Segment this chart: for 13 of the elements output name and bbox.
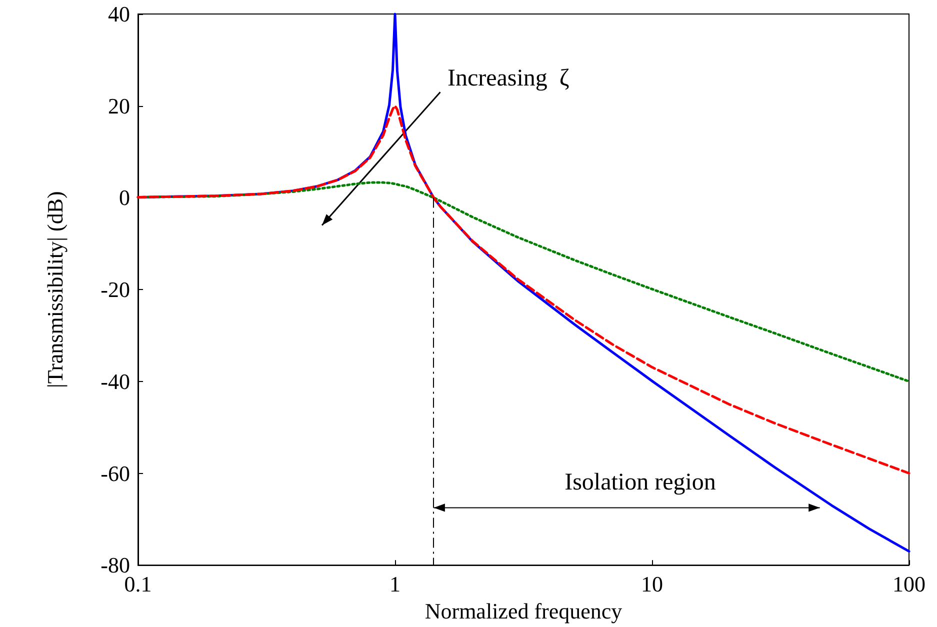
y-tick-label: -40 xyxy=(100,368,130,394)
y-tick-label: -20 xyxy=(100,277,130,302)
y-axis-title: |Transmissibility| (dB) xyxy=(42,191,68,388)
y-tick-label: 20 xyxy=(108,93,130,118)
y-tick-label: -60 xyxy=(100,460,130,486)
y-tick-label: 0 xyxy=(119,185,130,210)
x-axis-title: Normalized frequency xyxy=(424,598,622,624)
annotation: Isolation region xyxy=(564,469,716,496)
annotation: Increasing ζ xyxy=(447,65,570,92)
x-tick-label: 100 xyxy=(892,572,926,597)
x-tick-label: 1 xyxy=(390,572,400,597)
y-tick-label: 40 xyxy=(108,2,130,26)
x-tick-label: 10 xyxy=(641,572,663,597)
